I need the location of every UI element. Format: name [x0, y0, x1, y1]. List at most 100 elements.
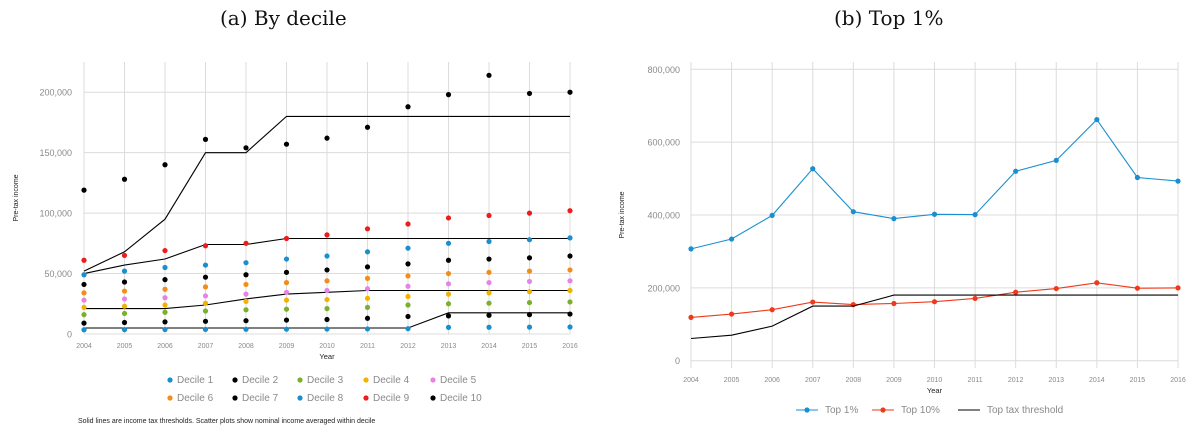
legend-label-decile-5: Decile 5	[440, 375, 477, 386]
decile-6-point	[324, 278, 330, 284]
decile-9-point	[202, 243, 209, 249]
decile-4-point	[364, 295, 371, 301]
top-10-point	[931, 299, 938, 305]
a-xtick-label: 2005	[117, 343, 133, 350]
legend-marker-decile-4	[363, 377, 369, 383]
decile-2-point	[364, 315, 371, 321]
b-xtick-label: 2016	[1170, 377, 1186, 384]
a-xtick-label: 2010	[319, 343, 335, 350]
top-1-point	[850, 209, 856, 215]
decile-9-point	[445, 215, 452, 221]
b-xtick-label: 2013	[1048, 377, 1064, 384]
legend-item-decile-8: Decile 8	[297, 393, 344, 404]
decile-10-point	[526, 90, 533, 97]
decile-10-point	[162, 162, 168, 168]
top-1-point	[1013, 168, 1019, 174]
top-10-point	[1134, 285, 1141, 291]
b-xtick-label: 2008	[846, 377, 862, 384]
decile-3-point	[202, 308, 209, 314]
top-10-point	[688, 314, 694, 320]
decile-2-point	[283, 317, 290, 323]
legend-item-top-10: Top 10%	[872, 405, 940, 416]
decile-10-point	[364, 124, 371, 130]
decile-5-point	[243, 291, 249, 297]
decile-1-point	[567, 324, 573, 330]
top-10-point	[1013, 289, 1019, 295]
legend-marker-decile-9	[363, 395, 369, 401]
legend-item-decile-2: Decile 2	[232, 375, 279, 386]
decile-1-point	[81, 327, 87, 333]
a-yaxis-label: Pre-tax income	[13, 174, 20, 221]
a-xtick-label: 2015	[522, 343, 538, 350]
top-1-point	[891, 216, 897, 222]
legend-item-decile-3: Decile 3	[297, 375, 344, 386]
decile-2-point	[121, 319, 128, 326]
decile-1-point	[405, 326, 411, 332]
threshold-line-4	[83, 115, 570, 272]
decile-9-point	[243, 240, 249, 246]
a-ytick-label: 200,000	[39, 88, 72, 98]
top-1-point	[769, 212, 775, 218]
top-1-point	[728, 236, 735, 242]
decile-1-point	[324, 326, 330, 332]
decile-7-point	[283, 269, 290, 275]
decile-9-point	[81, 257, 87, 263]
decile-6-point	[202, 284, 209, 290]
top-10-point	[1053, 285, 1059, 292]
top-10-point	[972, 295, 978, 302]
a-xtick-label: 2012	[400, 343, 416, 350]
legend-label-top-10: Top 10%	[901, 405, 940, 416]
decile-10-point	[324, 135, 330, 141]
decile-8-point	[243, 260, 249, 266]
decile-5-point	[486, 280, 492, 286]
legend-item-decile-6: Decile 6	[167, 393, 214, 404]
decile-1-point	[283, 326, 290, 332]
b-xtick-label: 2014	[1089, 377, 1105, 384]
b-xtick-label: 2015	[1130, 377, 1146, 384]
decile-3-point	[283, 306, 290, 312]
legend-marker-top-10	[880, 407, 886, 413]
decile-6-point	[526, 268, 533, 274]
decile-1-point	[364, 326, 371, 332]
legend-label-decile-1: Decile 1	[177, 375, 214, 386]
legend-label-decile-9: Decile 9	[373, 393, 410, 404]
b-xtick-label: 2011	[968, 377, 983, 384]
top-10-point	[728, 311, 735, 317]
legend-marker-decile-1	[167, 377, 173, 383]
legend-item-decile-1: Decile 1	[167, 375, 214, 386]
a-ytick-label: 50,000	[44, 269, 72, 279]
b-xaxis-label: Year	[927, 386, 943, 395]
decile-8-point	[283, 256, 290, 262]
b-ytick-label: 200,000	[647, 283, 680, 293]
a-xtick-label: 2011	[360, 343, 375, 350]
decile-3-point	[121, 310, 128, 317]
legend-item-decile-4: Decile 4	[363, 375, 410, 386]
decile-1-point	[162, 326, 168, 333]
decile-3-point	[486, 300, 492, 306]
legend-marker-decile-7	[232, 395, 238, 401]
decile-7-point	[364, 264, 371, 270]
legend-label-decile-3: Decile 3	[307, 375, 344, 386]
decile-3-point	[324, 306, 330, 312]
decile-8-point	[445, 240, 452, 246]
legend-item-top-1: Top 1%	[796, 405, 858, 416]
b-xtick-label: 2006	[764, 377, 780, 384]
decile-5-point	[81, 297, 87, 303]
decile-3-point	[243, 307, 249, 313]
decile-7-point	[81, 281, 87, 288]
b-ytick-label: 400,000	[647, 211, 680, 221]
decile-5-point	[445, 281, 452, 287]
decile-4-point	[324, 296, 330, 303]
decile-5-point	[567, 278, 573, 284]
b-xtick-label: 2009	[886, 377, 902, 384]
decile-8-point	[486, 238, 492, 245]
decile-7-point	[567, 253, 573, 259]
legend-marker-decile-6	[167, 395, 173, 401]
decile-8-point	[405, 245, 411, 251]
decile-8-point	[567, 235, 573, 241]
legend-label-decile-6: Decile 6	[177, 393, 214, 404]
legend-marker-decile-8	[297, 395, 303, 401]
decile-4-point	[567, 287, 573, 294]
legend-label-decile-8: Decile 8	[307, 393, 344, 404]
